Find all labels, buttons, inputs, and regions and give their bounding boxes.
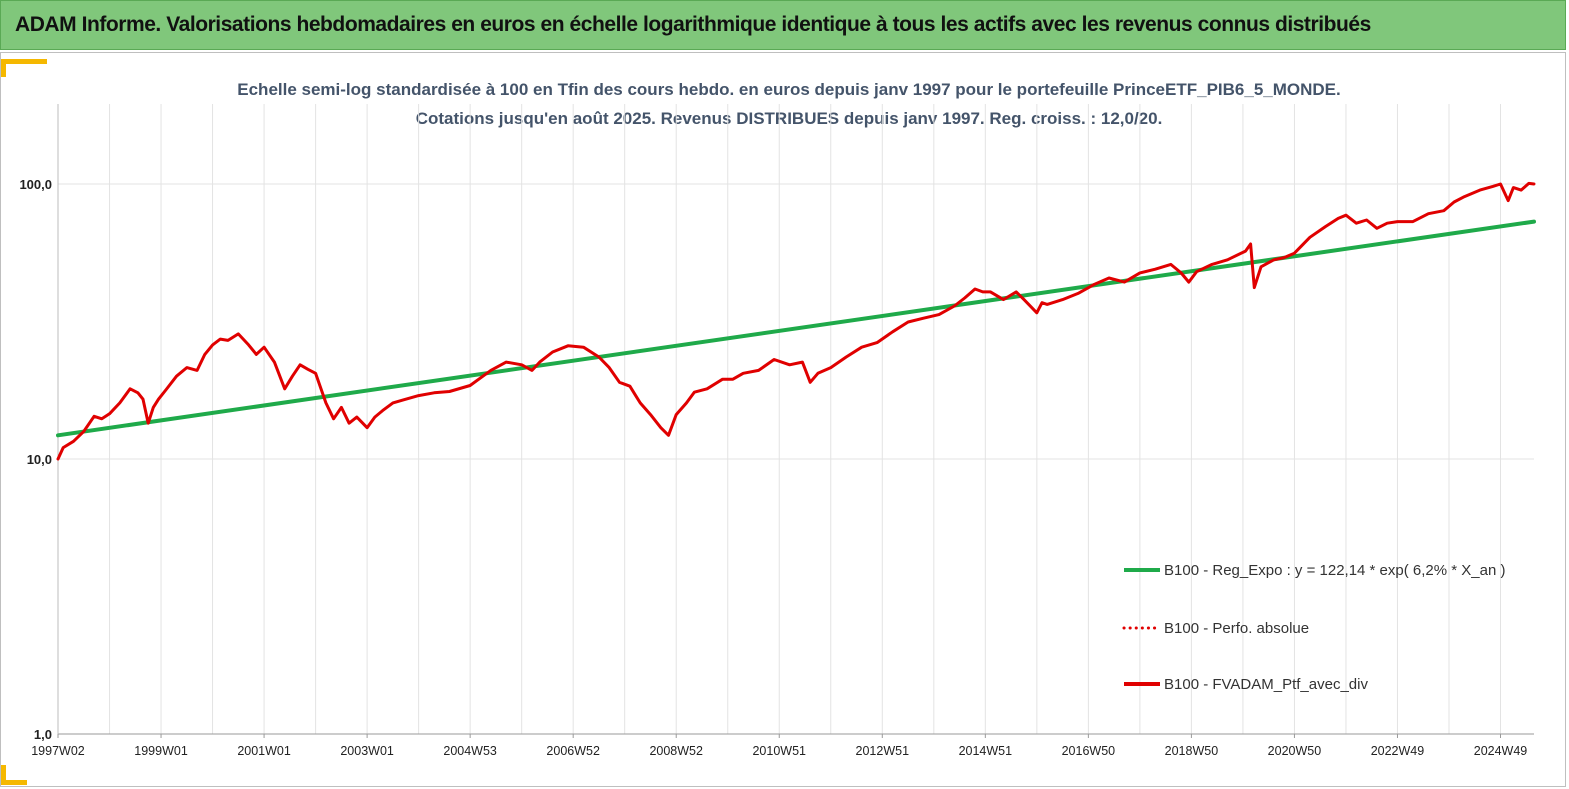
portfolio-line — [56, 181, 1536, 461]
chart-main-title: ADAM Informe. Valorisations hebdomadaire… — [15, 13, 1371, 36]
legend-label: B100 - Reg_Expo : y = 122,14 * exp( 6,2%… — [1164, 562, 1505, 579]
x-tick-label: 1997W02 — [31, 744, 85, 758]
x-tick-label: 2006W52 — [546, 744, 600, 758]
chart-subtitle-line-2: Cotations jusqu'en août 2025. Revenus DI… — [416, 109, 1163, 128]
x-tick-label: 2008W52 — [649, 744, 703, 758]
x-tick-label: 2004W53 — [443, 744, 497, 758]
x-tick-label: 2020W50 — [1268, 744, 1322, 758]
regression-line — [56, 219, 1536, 438]
x-tick-label: 2018W50 — [1165, 744, 1219, 758]
gridlines — [57, 104, 1534, 735]
legend: B100 - Reg_Expo : y = 122,14 * exp( 6,2%… — [1122, 562, 1505, 693]
x-tick-label: 2010W51 — [752, 744, 806, 758]
corner-accent-bottom-left-horizontal — [1, 780, 27, 785]
x-tick-label: 1999W01 — [134, 744, 188, 758]
title-banner: ADAM Informe. Valorisations hebdomadaire… — [0, 0, 1566, 50]
axes: 1,0 10,0 100,0 1997W02 1999W01 2001W01 2003W01… — [19, 104, 1527, 758]
corner-accent-top-left-vertical — [1, 59, 6, 77]
x-tick-label: 2003W01 — [340, 744, 394, 758]
legend-label: B100 - Perfo. absolue — [1164, 620, 1309, 637]
chart-subtitle-line-1: Echelle semi-log standardisée à 100 en T… — [237, 80, 1340, 99]
x-tick-label: 2016W50 — [1062, 744, 1116, 758]
corner-accent-bottom-left — [1, 765, 6, 785]
x-tick-label: 2012W51 — [856, 744, 910, 758]
y-tick-label: 1,0 — [34, 727, 52, 742]
y-tick-label: 100,0 — [19, 177, 52, 192]
x-tick-label: 2024W49 — [1474, 744, 1528, 758]
x-tick-label: 2022W49 — [1371, 744, 1425, 758]
x-tick-label: 2014W51 — [959, 744, 1013, 758]
legend-label: B100 - FVADAM_Ptf_avec_div — [1164, 676, 1368, 693]
series-lines — [56, 181, 1536, 461]
y-tick-label: 10,0 — [27, 452, 52, 467]
chart-area — [0, 52, 1566, 787]
corner-accent-top-left — [1, 59, 47, 64]
x-tick-label: 2001W01 — [237, 744, 291, 758]
